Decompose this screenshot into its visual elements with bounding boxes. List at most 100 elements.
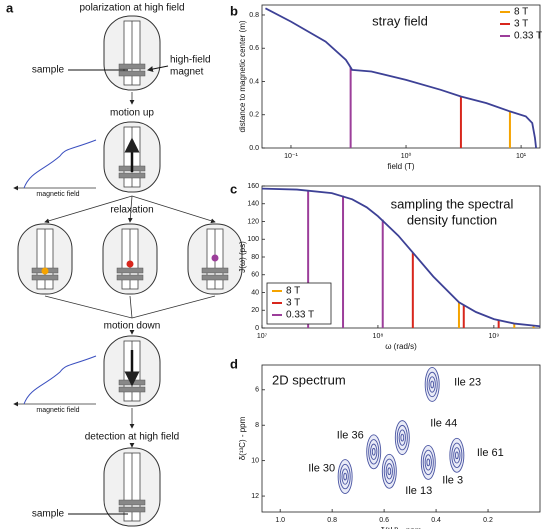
chart-title: stray field (372, 13, 428, 28)
contour (428, 376, 436, 393)
peak-label: Ile 30 (308, 462, 335, 474)
curve (261, 187, 541, 328)
legend-label: 8 T (514, 7, 528, 18)
panel-label: c (230, 181, 237, 196)
flow-line (44, 295, 133, 319)
legend-label: 0.33 T (514, 31, 542, 42)
diagram-text: sample (32, 65, 65, 76)
x-tick-label: 10⁰ (401, 152, 412, 160)
flow-line (129, 295, 133, 319)
diagram-text: sample (32, 509, 65, 520)
diagram-text: magnet (170, 67, 204, 78)
y-tick-label: 0.4 (249, 78, 259, 85)
x-tick-label: 10⁻¹ (284, 153, 298, 160)
y-tick-label: 20 (251, 307, 259, 314)
magnet-coil (118, 499, 146, 506)
contour (383, 458, 395, 484)
contour (398, 429, 406, 446)
contour (426, 371, 438, 398)
y-tick-label: 40 (251, 289, 259, 296)
magnet-coil (201, 267, 229, 274)
x-tick-label: 0.4 (431, 517, 441, 524)
flow-arrow (44, 195, 133, 224)
y-tick-label: 10 (251, 457, 259, 464)
flow-arrow (127, 195, 133, 223)
x-axis-label: δ(¹H) - ppm (381, 526, 422, 529)
magnet-coil (118, 386, 146, 393)
panel-label: b (230, 3, 238, 18)
y-axis-label: distance to magnetic center (m) (238, 20, 247, 132)
magnet-coil (31, 274, 59, 281)
panel-label: d (230, 356, 238, 371)
x-axis-label: field (T) (387, 162, 414, 171)
pointer (147, 65, 169, 72)
contour (451, 442, 463, 469)
peak-label: Ile 36 (337, 430, 364, 442)
contour (385, 463, 393, 480)
magnet-coil (118, 506, 146, 513)
peak-label: Ile 13 (405, 485, 432, 497)
diagram-text: motion down (104, 321, 161, 332)
peak-label: Ile 44 (430, 418, 457, 430)
x-tick-label: 0.6 (379, 517, 389, 524)
chart: 10⁷ 10⁸ 10⁹ 0 20 40 60 80 100 120 140 160 ω (rad/s) J… (238, 183, 541, 351)
flow-line (131, 295, 216, 319)
y-tick-label: 0.8 (249, 12, 259, 19)
contour (424, 454, 432, 471)
plot-frame (261, 364, 541, 513)
y-tick-label: 80 (251, 254, 259, 261)
x-tick-label: 1.0 (275, 517, 285, 524)
y-tick-label: 0 (255, 325, 259, 332)
contour (396, 424, 408, 451)
magnet-coil (116, 267, 144, 274)
y-axis-label: δ(¹³C) - ppm (238, 416, 247, 460)
diagram-text: relaxation (110, 205, 153, 216)
y-tick-label: 0.0 (249, 145, 259, 152)
x-tick-label: 10¹ (516, 153, 527, 160)
y-tick-label: 12 (251, 493, 259, 500)
y-tick-label: 6 (255, 387, 259, 394)
chart: 10⁻¹ 10⁰ 10¹ 0.0 0.2 0.4 0.6 0.8 field (T) distan… (238, 4, 542, 171)
diagram-text: polarization at high field (79, 3, 184, 14)
y-tick-label: 100 (247, 236, 259, 243)
chart-title: 2D spectrum (272, 372, 346, 387)
legend-label: 3 T (286, 298, 300, 309)
contour (453, 447, 461, 464)
curve (265, 7, 537, 149)
chart-title: sampling the spectral (391, 196, 514, 211)
x-tick-label: 10⁸ (373, 333, 384, 340)
y-tick-label: 120 (247, 218, 259, 225)
peak-label: Ile 3 (442, 474, 463, 486)
y-tick-label: 0.2 (249, 112, 259, 119)
diagram-text: detection at high field (85, 432, 180, 443)
contour (339, 463, 351, 490)
legend-label: 0.33 T (286, 310, 314, 321)
y-tick-label: 0.6 (249, 45, 259, 52)
contour (400, 433, 405, 442)
x-tick-label: 0.2 (483, 517, 493, 524)
contour (368, 439, 380, 465)
legend-label: 8 T (286, 286, 300, 297)
contour (370, 443, 378, 460)
y-tick-label: 60 (251, 272, 259, 279)
y-tick-label: 140 (247, 201, 259, 208)
contour (426, 458, 431, 467)
sample-dot (211, 254, 219, 262)
peak-label: Ile 23 (454, 376, 481, 388)
chart-title: density function (407, 212, 497, 227)
contour (387, 467, 392, 476)
x-tick-label: 10⁷ (257, 333, 268, 340)
flow-arrow (131, 195, 216, 224)
contour (430, 380, 435, 389)
legend-label: 3 T (514, 19, 528, 30)
contour (341, 468, 349, 485)
magnet-coil (201, 274, 229, 281)
x-axis-label: ω (rad/s) (385, 342, 417, 351)
field-curve (23, 139, 97, 189)
contour (455, 451, 459, 460)
y-tick-label: 8 (255, 422, 259, 429)
diagram-text: high-field (170, 55, 211, 66)
contour (371, 447, 376, 456)
magnet-coil (116, 274, 144, 281)
